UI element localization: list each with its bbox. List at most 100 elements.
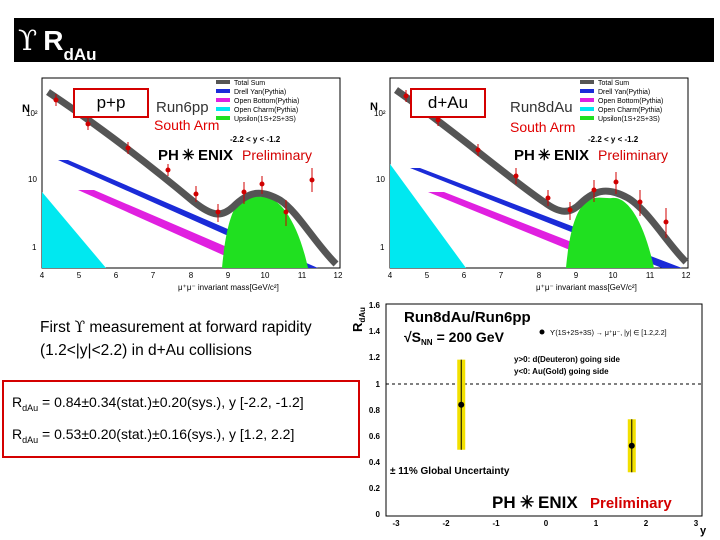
rdau-ytick: 0.4: [369, 458, 381, 467]
dau-xtick: 8: [537, 271, 542, 280]
rdau-energy: √SNN = 200 GeV: [404, 329, 505, 347]
pp-xtick: 10: [261, 271, 270, 280]
pp-label-box: p+p: [73, 88, 149, 118]
rdau-ytick: 1: [376, 380, 381, 389]
pp-legend-bottom: Open Bottom(Pythia): [234, 98, 299, 105]
pp-rapidity-label: -2.2 < y < -1.2: [230, 135, 281, 144]
title-main: R: [43, 25, 64, 56]
dau-ytick-10: 10: [376, 175, 385, 184]
rdau-ytick: 1.4: [369, 327, 381, 336]
description-upsilon: ϒ: [74, 318, 86, 336]
rdau-ytick: 0: [376, 510, 381, 519]
pp-legend-upsilon: Upsilon(1S+2S+3S): [234, 116, 296, 123]
description-line-1: First ϒ measurement at forward rapidity: [40, 316, 340, 339]
dau-x-label: μ⁺μ⁻ invariant mass[GeV/c²]: [536, 283, 637, 292]
pp-legend-dy: Drell Yan(Pythia): [234, 89, 286, 96]
result2-text: = 0.53±0.20(stat.)±0.16(sys.), y [1.2, 2…: [38, 426, 295, 442]
pp-logo-ph-star: ✳: [182, 147, 195, 164]
dau-legend-charm: Open Charm(Pythia): [598, 107, 662, 114]
results-box: RdAu = 0.84±0.34(stat.)±0.20(sys.), y [-…: [2, 380, 360, 458]
dau-xtick: 4: [388, 271, 393, 280]
pp-legend-total: Total Sum: [234, 80, 265, 87]
title-subscript: dAu: [63, 45, 97, 64]
result-positive-y: RdAu = 0.53±0.20(stat.)±0.16(sys.), y [1…: [12, 426, 294, 445]
dau-arm-label: South Arm: [510, 119, 575, 135]
dau-preliminary: Preliminary: [598, 147, 668, 163]
upsilon-symbol: ϒ: [18, 24, 38, 57]
rdau-note-2: y<0: Au(Gold) going side: [514, 367, 609, 376]
rdau-points-group: [457, 359, 636, 473]
rdau-x-label: y: [700, 525, 707, 537]
dau-legend-bottom: Open Bottom(Pythia): [598, 98, 663, 105]
dau-legend-dy: Drell Yan(Pythia): [598, 89, 650, 96]
pp-y-label: N: [22, 103, 30, 115]
dau-plot-svg: Total Sum Drell Yan(Pythia) Open Bottom(…: [370, 77, 691, 292]
dau-xtick: 9: [574, 271, 579, 280]
dau-legend-upsilon: Upsilon(1S+2S+3S): [598, 116, 660, 123]
pp-ytick-1: 1: [32, 243, 37, 252]
rdau-logo-enix: ENIX: [538, 493, 578, 512]
pp-legend: Total Sum Drell Yan(Pythia) Open Bottom(…: [216, 80, 299, 123]
result-negative-y: RdAu = 0.84±0.34(stat.)±0.20(sys.), y [-…: [12, 394, 304, 413]
description-prefix: First: [40, 319, 75, 336]
dau-logo-star: ✳: [538, 147, 551, 164]
rdau-plot-svg: RdAu 1.6 1.4 1.2 1 0.8 0.6 0.4 0.2 0 -3 …: [350, 301, 707, 537]
rdau-data-point: [628, 442, 635, 449]
pp-logo-enix: ENIX: [198, 147, 233, 164]
rdau-ytick: 0.8: [369, 406, 381, 415]
dau-rapidity-label: -2.2 < y < -1.2: [588, 135, 639, 144]
pp-legend-charm: Open Charm(Pythia): [234, 107, 298, 114]
rdau-ytick: 1.6: [369, 301, 381, 310]
rdau-y-label: RdAu: [350, 307, 367, 332]
dau-y-label: N: [370, 101, 378, 113]
description-suffix: measurement at forward rapidity: [85, 319, 312, 336]
rdau-xtick: -1: [492, 519, 500, 528]
pp-xtick: 9: [226, 271, 231, 280]
result1-sub: dAu: [22, 402, 39, 413]
rdau-xtick: 1: [594, 519, 599, 528]
description-text: First ϒ measurement at forward rapidity …: [40, 316, 340, 362]
result2-r: R: [12, 426, 23, 442]
pp-xtick: 7: [151, 271, 156, 280]
pp-x-label: μ⁺μ⁻ invariant mass[GeV/c²]: [178, 283, 279, 292]
rdau-plot: RdAu 1.6 1.4 1.2 1 0.8 0.6 0.4 0.2 0 -3 …: [346, 296, 718, 538]
rdau-ytick: 0.2: [369, 484, 381, 493]
dau-mass-plot: Total Sum Drell Yan(Pythia) Open Bottom(…: [366, 72, 706, 294]
pp-xtick: 8: [189, 271, 194, 280]
rdau-xtick: -3: [392, 519, 400, 528]
dau-run-label: Run8dAu: [510, 99, 573, 116]
pp-logo-ph: PH: [158, 147, 179, 164]
pp-xtick: 4: [40, 271, 45, 280]
dau-ytick-1: 1: [380, 243, 385, 252]
pp-preliminary: Preliminary: [242, 147, 312, 163]
rdau-ytick: 0.6: [369, 432, 381, 441]
dau-xtick: 7: [499, 271, 504, 280]
rdau-logo-ph: PH: [492, 493, 516, 512]
rdau-title: Run8dAu/Run6pp: [404, 309, 531, 326]
rdau-preliminary: Preliminary: [590, 495, 672, 512]
rdau-uncertainty: ± 11% Global Uncertainty: [390, 466, 510, 477]
pp-run-label: Run6pp: [156, 99, 209, 116]
dau-label-box: d+Au: [410, 88, 486, 118]
pp-mass-plot: Total Sum Drell Yan(Pythia) Open Bottom(…: [18, 72, 348, 294]
dau-logo-enix: ENIX: [554, 147, 589, 164]
rdau-ytick: 1.2: [369, 353, 381, 362]
rdau-legend-entry: ϒ(1S+2S+3S) → μ⁺μ⁻, |y| ∈ [1.2,2.2]: [550, 330, 667, 337]
pp-xtick: 11: [298, 271, 307, 280]
pp-xtick: 6: [114, 271, 119, 280]
rdau-xtick: -2: [442, 519, 450, 528]
slide-title: ϒ RdAu: [18, 24, 97, 65]
pp-xtick: 5: [77, 271, 82, 280]
result2-sub: dAu: [22, 434, 39, 445]
dau-xtick: 12: [682, 271, 691, 280]
pp-plot-svg: Total Sum Drell Yan(Pythia) Open Bottom(…: [22, 77, 343, 292]
dau-xtick: 10: [609, 271, 618, 280]
dau-xtick: 11: [646, 271, 655, 280]
rdau-note-1: y>0: d(Deuteron) going side: [514, 355, 621, 364]
result1-r: R: [12, 394, 23, 410]
pp-arm-label: South Arm: [154, 117, 219, 133]
pp-xtick: 12: [334, 271, 343, 280]
rdau-xtick: 0: [544, 519, 549, 528]
dau-legend-total: Total Sum: [598, 80, 629, 87]
dau-legend: Total Sum Drell Yan(Pythia) Open Bottom(…: [580, 80, 663, 123]
